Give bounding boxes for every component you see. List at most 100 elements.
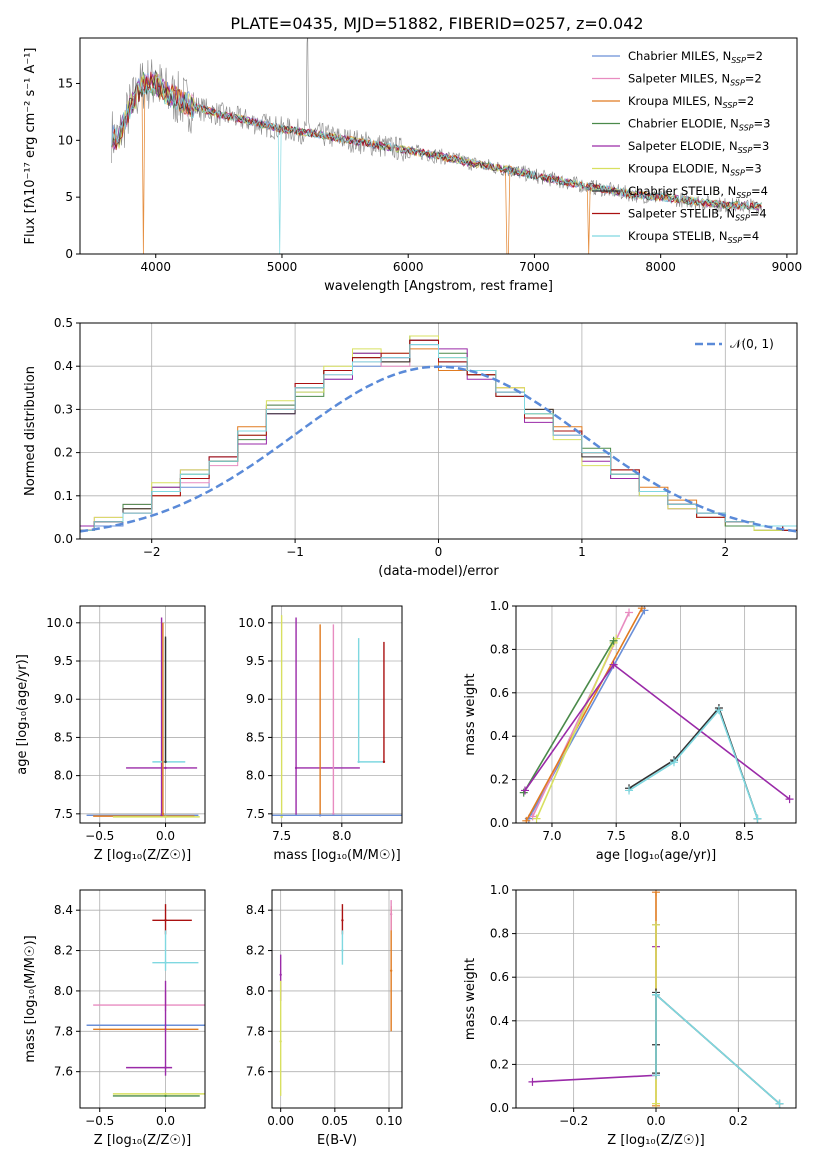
y-tick-label: 8.0 [246,984,265,998]
y-tick-label: 9.5 [54,654,73,668]
x-tick-label: 0 [435,545,443,559]
normal-curve [80,365,797,533]
x-tick-label: 0.10 [376,1114,403,1128]
y-tick-label: 10.0 [46,616,73,630]
x-tick-label: 0.2 [729,1114,748,1128]
legend-suffix: =4 [750,207,767,221]
data-point [389,969,393,972]
chart-mass_vs_z: −0.5 0.0 7.6 7.8 8.0 8.2 8.4 Z [log₁₀(Z/Z☉)] mas… [23,889,206,1148]
data-point [294,766,298,770]
x-axis-label: wavelength [Angstrom, rest frame] [324,279,553,294]
y-tick-label: 15 [58,76,73,90]
y-tick-label: 7.8 [54,1024,73,1038]
y-tick-label: 0.8 [490,642,509,656]
plot-area [80,335,797,539]
y-tick-label: 8.0 [54,769,73,783]
y-tick-label: 0.0 [490,1101,509,1115]
y-tick-label: 8.4 [54,903,73,917]
x-tick-label: 7.0 [542,829,561,843]
y-axis-label: mass weight [463,673,478,755]
legend-label: Salpeter ELODIE, NSSP=3 [628,139,769,155]
y-axis-label: Flux [fλ10⁻¹⁷ erg cm⁻² s⁻¹ A⁻¹] [23,48,38,245]
series-line [524,663,791,800]
plot-area [86,904,205,1098]
legend-label: Salpeter STELIB, NSSP=4 [628,207,767,223]
legend-suffix: =3 [752,139,769,153]
y-axis-label: mass [log₁₀(M/M☉)] [23,935,38,1062]
plot-area [86,617,200,819]
x-tick-label: 6000 [393,260,424,274]
x-tick-label: 8.0 [671,829,690,843]
y-tick-label: 10 [58,133,73,147]
series-marker [609,636,618,645]
legend-subscript: SSP [728,236,743,245]
x-tick-label: 8.5 [735,829,754,843]
legend-subscript: SSP [731,56,746,65]
y-tick-label: 8.4 [246,903,265,917]
x-tick-label: 8.0 [332,829,351,843]
y-tick-label: 8.5 [54,730,73,744]
data-point [332,812,335,816]
series-line [655,992,781,1105]
y-tick-label: 8.5 [246,730,265,744]
y-tick-label: 0.4 [54,359,73,373]
axes-frame [271,605,403,824]
y-tick-label: 8.2 [246,944,265,958]
chart-age_vs_z: −0.5 0.0 7.5 8.0 8.5 9.0 9.5 10.0 Z [log₁₀(Z/Z☉)… [15,605,206,863]
legend-label: Kroupa ELODIE, NSSP=3 [628,162,762,178]
x-tick-label: 4000 [140,260,171,274]
x-tick-label: −1 [286,545,304,559]
legend-subscript: SSP [730,169,745,178]
plot-area [528,890,784,1108]
y-tick-label: 8.2 [54,944,73,958]
x-axis-label: Z [log₁₀(Z/Z☉)] [607,1133,704,1148]
y-tick-label: 0.2 [490,1057,509,1071]
series-marker [528,1077,537,1086]
y-tick-label: 7.6 [54,1065,73,1079]
legend-label: 𝒩(0, 1) [730,337,774,351]
x-tick-label: 0.0 [646,1114,665,1128]
data-point [341,919,344,922]
x-axis-label: age [log₁₀(age/yr)] [596,848,717,863]
legend-label: Chabrier MILES, NSSP=2 [628,49,763,65]
data-point [164,961,167,964]
chart-spectrum: 4000 5000 6000 7000 8000 9000 0 5 10 15 wavelength… [23,37,802,294]
data-point [382,760,386,764]
y-tick-label: 9.0 [246,692,265,706]
legend-suffix: =4 [751,184,768,198]
y-tick-label: 7.8 [246,1024,265,1038]
series-marker [669,758,678,767]
plot-area [272,615,402,819]
y-tick-label: 0.0 [54,532,73,546]
data-point [164,766,167,770]
chart-mass_vs_ebv: 0.00 0.05 0.10 7.6 7.8 8.0 8.2 8.4 E(B-V) [246,889,403,1148]
legend: Chabrier MILES, NSSP=2 Salpeter MILES, NS… [592,49,770,245]
x-tick-label: −0.5 [85,829,114,843]
series-marker [652,920,660,929]
legend-label: Salpeter MILES, NSSP=2 [628,72,762,88]
histogram-step [80,344,797,539]
legend-suffix: =3 [754,117,771,131]
y-tick-label: 0.1 [54,489,73,503]
y-tick-label: 8.0 [246,769,265,783]
legend-subscript: SSP [739,124,754,133]
y-tick-label: 0.2 [54,446,73,460]
y-tick-label: 0.4 [490,1014,509,1028]
data-point [164,1092,167,1096]
series-line [532,924,657,1083]
legend-label: Kroupa MILES, NSSP=2 [628,94,754,110]
chart-weight_vs_age: 7.0 7.5 8.0 8.5 0.0 0.2 0.4 0.6 0.8 1.0 age [log₁₀… [463,599,797,863]
data-point [389,913,393,916]
axes-frame [271,889,403,1109]
x-tick-label: −2 [143,545,161,559]
series-marker [652,890,660,897]
y-tick-label: 0.6 [490,970,509,984]
y-tick-label: 1.0 [490,883,509,897]
y-tick-label: 5 [65,190,73,204]
legend-label: Kroupa STELIB, NSSP=4 [628,229,759,245]
series-marker [785,795,794,804]
series-line [523,640,615,794]
x-axis-label: mass [log₁₀(M/M☉)] [273,848,400,863]
y-tick-label: 0 [65,247,73,261]
